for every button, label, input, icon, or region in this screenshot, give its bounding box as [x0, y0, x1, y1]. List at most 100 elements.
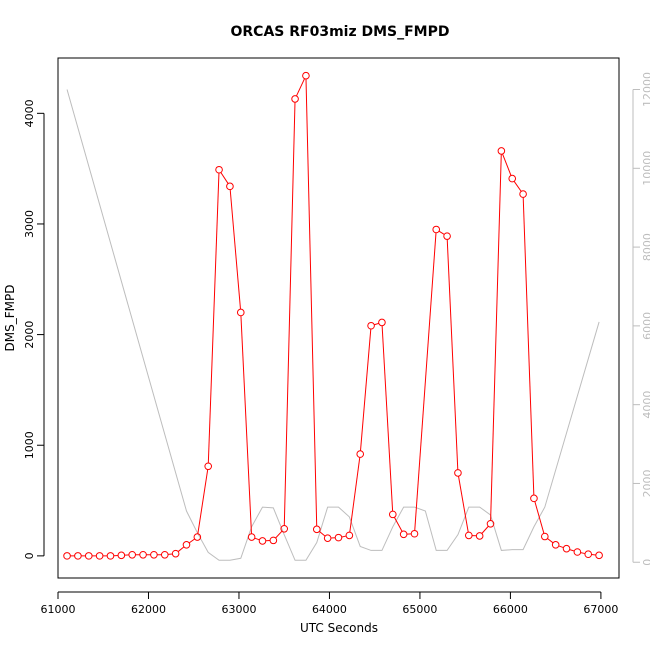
y-tick-label: 1000	[23, 431, 36, 459]
data-point	[432, 225, 441, 234]
primary-series-segment	[481, 525, 489, 534]
x-tick-label: 64000	[312, 603, 347, 616]
data-point	[269, 536, 278, 545]
primary-series-segment	[275, 530, 283, 539]
secondary-series-layer	[66, 89, 600, 561]
primary-series-segment	[522, 197, 535, 496]
data-point	[280, 524, 289, 533]
data-point	[95, 552, 104, 560]
y2-tick-label: 10000	[641, 151, 650, 186]
chart-title: ORCAS RF03miz DMS_FMPD	[231, 24, 450, 40]
data-point	[247, 533, 256, 541]
primary-series-segment	[458, 476, 469, 533]
data-point	[530, 494, 538, 503]
data-point	[508, 174, 517, 183]
primary-series-segment	[502, 153, 512, 176]
data-point	[291, 95, 299, 103]
primary-series-segment	[490, 154, 502, 521]
primary-series-segment	[374, 322, 379, 326]
x-tick-label: 65000	[402, 603, 437, 616]
data-point	[117, 551, 126, 560]
x-tick-label: 63000	[221, 603, 256, 616]
data-point	[84, 552, 93, 560]
data-point	[226, 182, 234, 191]
primary-series-segment	[229, 189, 241, 310]
data-point	[551, 541, 560, 549]
data-point	[399, 530, 408, 539]
y-axis-label: DMS_FMPD	[3, 285, 17, 352]
data-point	[345, 531, 354, 540]
y2-tick-label: 8000	[641, 233, 650, 261]
primary-series-segment	[254, 537, 260, 541]
primary-series-segment	[341, 535, 347, 538]
x-tick-label: 66000	[493, 603, 528, 616]
data-point	[573, 548, 582, 556]
y2-tick-label: 4000	[641, 391, 650, 419]
primary-series-segment	[393, 517, 403, 532]
data-point	[541, 532, 549, 541]
primary-series-segment	[381, 325, 394, 512]
data-point	[312, 525, 321, 534]
primary-series-segment	[283, 102, 296, 526]
primary-series-segment	[240, 315, 252, 534]
primary-series-segment	[547, 538, 554, 544]
data-point	[356, 450, 365, 458]
data-point	[323, 534, 332, 542]
data-point	[215, 165, 223, 174]
primary-series-segment	[207, 173, 220, 463]
data-point	[204, 462, 213, 471]
data-point	[497, 147, 506, 155]
data-point	[464, 531, 473, 540]
data-point	[128, 550, 136, 559]
primary-series-layer	[63, 71, 603, 560]
primary-series-segment	[580, 552, 586, 555]
y2-tick-label: 6000	[641, 312, 650, 340]
primary-series-segment	[220, 172, 229, 184]
y2-tick-label: 2000	[641, 469, 650, 497]
data-point	[63, 552, 71, 560]
y2-tick-label: 0	[641, 559, 650, 566]
primary-series-segment	[534, 501, 545, 534]
secondary-series-line	[66, 89, 600, 561]
primary-series-segment	[558, 545, 564, 549]
data-point	[302, 71, 310, 80]
plot-frame	[57, 57, 620, 579]
y-tick-label: 3000	[23, 210, 36, 238]
data-point	[378, 318, 386, 327]
primary-series-segment	[305, 78, 318, 527]
axes-layer: 61000 62000 63000 64000 65000 66000 67000 0 1000…	[23, 57, 650, 616]
data-point	[443, 232, 451, 240]
data-point	[562, 544, 571, 553]
data-point	[519, 190, 527, 198]
data-point	[258, 537, 267, 545]
primary-series-segment	[446, 239, 459, 470]
primary-series-segment	[296, 78, 305, 97]
data-point	[182, 541, 191, 549]
data-point	[486, 519, 495, 528]
y2-tick-label: 12000	[641, 72, 650, 107]
primary-series-segment	[438, 230, 445, 235]
data-point	[171, 549, 180, 558]
x-axis-label: UTC Seconds	[300, 621, 378, 635]
data-point	[74, 552, 82, 560]
data-point	[595, 551, 603, 560]
primary-series-segment	[319, 531, 326, 537]
primary-series-segment	[569, 549, 575, 552]
x-tick-label: 61000	[41, 603, 76, 616]
data-point	[367, 321, 375, 330]
primary-series-segment	[188, 538, 195, 544]
data-point	[334, 533, 343, 542]
y-tick-label: 0	[23, 552, 36, 559]
data-point	[410, 529, 419, 538]
x-tick-label: 62000	[131, 603, 166, 616]
data-point	[106, 552, 115, 560]
y-tick-label: 4000	[23, 99, 36, 127]
data-point	[150, 550, 158, 559]
data-point	[160, 550, 169, 559]
primary-series-segment	[414, 232, 437, 531]
data-point	[193, 533, 202, 541]
data-point	[475, 532, 484, 540]
primary-series-segment	[349, 457, 361, 533]
